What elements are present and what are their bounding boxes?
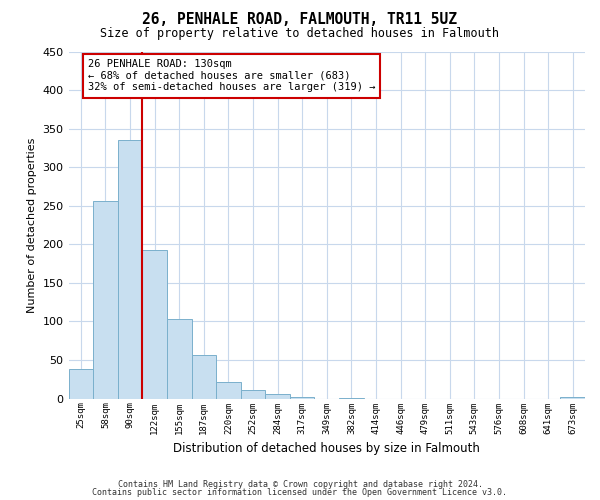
Bar xyxy=(118,140,142,398)
Bar xyxy=(167,319,191,398)
Bar xyxy=(241,390,265,398)
Text: Size of property relative to detached houses in Falmouth: Size of property relative to detached ho… xyxy=(101,28,499,40)
Text: Contains HM Land Registry data © Crown copyright and database right 2024.: Contains HM Land Registry data © Crown c… xyxy=(118,480,482,489)
Bar xyxy=(142,250,167,398)
Bar xyxy=(560,397,585,398)
Bar xyxy=(290,397,314,398)
Text: 26 PENHALE ROAD: 130sqm
← 68% of detached houses are smaller (683)
32% of semi-d: 26 PENHALE ROAD: 130sqm ← 68% of detache… xyxy=(88,59,375,92)
Bar xyxy=(191,356,216,399)
Bar xyxy=(68,370,93,398)
Bar xyxy=(216,382,241,398)
Bar xyxy=(93,201,118,398)
X-axis label: Distribution of detached houses by size in Falmouth: Distribution of detached houses by size … xyxy=(173,442,480,455)
Bar xyxy=(265,394,290,398)
Y-axis label: Number of detached properties: Number of detached properties xyxy=(27,138,37,313)
Text: Contains public sector information licensed under the Open Government Licence v3: Contains public sector information licen… xyxy=(92,488,508,497)
Text: 26, PENHALE ROAD, FALMOUTH, TR11 5UZ: 26, PENHALE ROAD, FALMOUTH, TR11 5UZ xyxy=(143,12,458,28)
